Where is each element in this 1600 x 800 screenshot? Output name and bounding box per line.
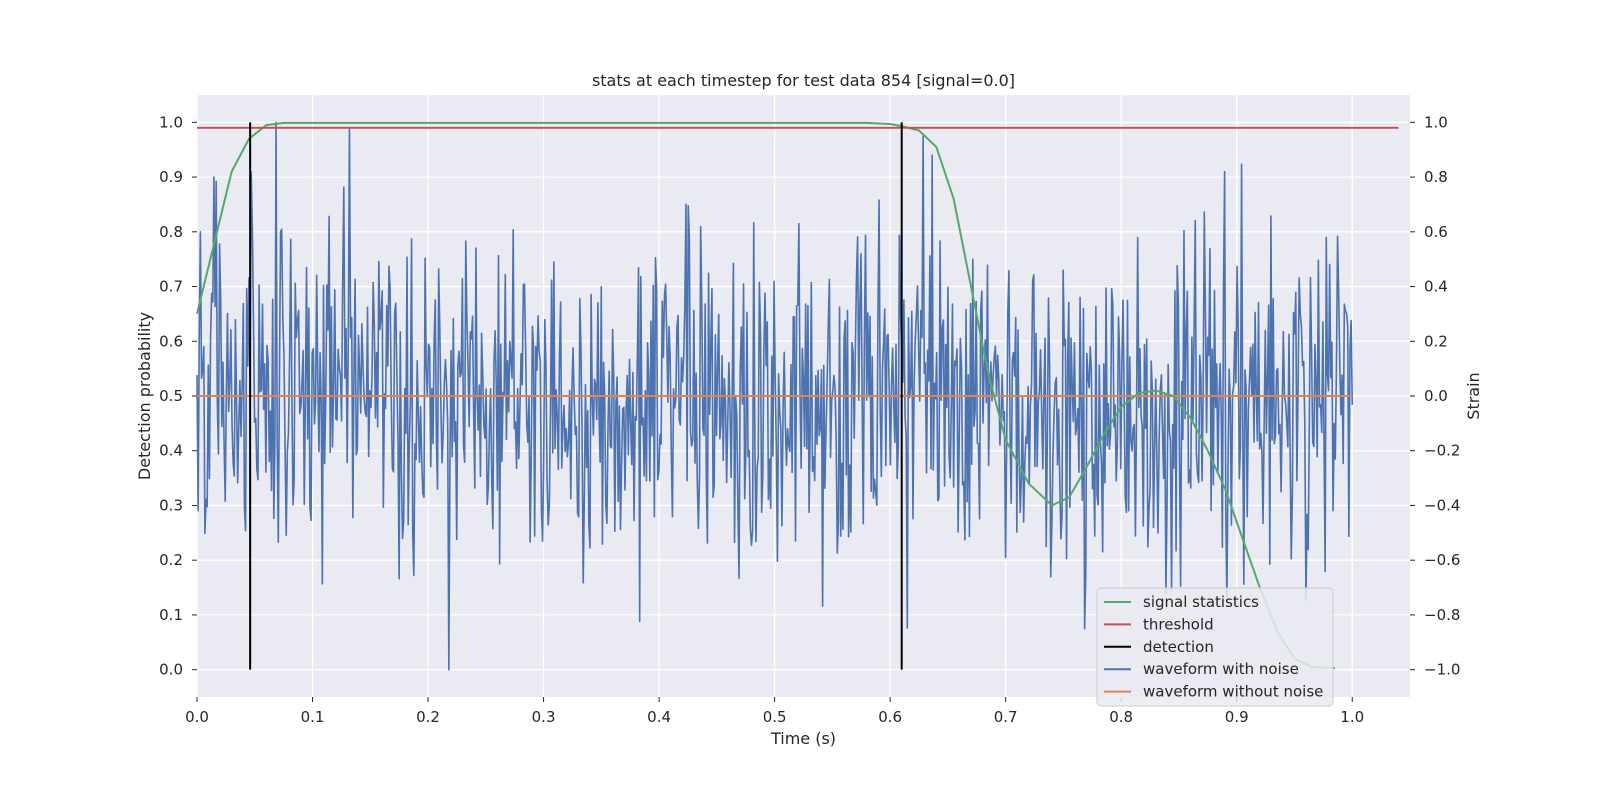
waveform-with-noise-line <box>196 121 1354 671</box>
y-right-tick-label: 0.0 <box>1424 387 1448 405</box>
y-left-tick-label: 0.0 <box>159 661 183 679</box>
y-right-tick-label: −0.6 <box>1424 551 1460 569</box>
y-right-tick-label: 0.2 <box>1424 332 1448 350</box>
legend-label: waveform with noise <box>1143 660 1299 678</box>
x-tick-label: 0.8 <box>1109 708 1133 726</box>
y-axis-right-label: Strain <box>1464 372 1483 419</box>
x-tick-label: 0.6 <box>878 708 902 726</box>
legend-box <box>1096 587 1334 707</box>
series-group <box>196 121 1399 671</box>
y-right-tick-label: −0.2 <box>1424 442 1460 460</box>
x-tick-label: 0.3 <box>532 708 556 726</box>
legend-label: threshold <box>1143 615 1214 633</box>
y-right-tick-label: 0.6 <box>1424 223 1448 241</box>
y-left-tick-label: 0.9 <box>159 168 183 186</box>
x-tick-label: 0.0 <box>185 708 209 726</box>
y-left-tick-label: 0.2 <box>159 551 183 569</box>
y-left-tick-label: 0.1 <box>159 606 183 624</box>
y-left-tick-label: 0.6 <box>159 332 183 350</box>
legend-label: waveform without noise <box>1143 683 1323 701</box>
signal-statistics-line <box>196 121 1335 669</box>
y-right-tick-label: −0.4 <box>1424 496 1460 514</box>
x-tick-label: 0.4 <box>647 708 671 726</box>
chart-title: stats at each timestep for test data 854… <box>592 71 1015 90</box>
y-right-tick-label: −1.0 <box>1424 661 1460 679</box>
y-right-tick-label: −0.8 <box>1424 606 1460 624</box>
y-right-tick-label: 1.0 <box>1424 113 1448 131</box>
y-left-tick-label: 0.8 <box>159 223 183 241</box>
x-axis-label: Time (s) <box>770 729 836 748</box>
x-tick-label: 0.2 <box>416 708 440 726</box>
legend: signal statistics threshold detection wavef… <box>1096 587 1334 707</box>
x-tick-label: 0.5 <box>763 708 787 726</box>
x-tick-label: 1.0 <box>1340 708 1364 726</box>
legend-label: signal statistics <box>1143 593 1259 611</box>
y-left-tick-label: 0.3 <box>159 496 183 514</box>
x-tick-label: 0.9 <box>1225 708 1249 726</box>
x-tick-label: 0.7 <box>994 708 1018 726</box>
axes-group: 0.0 0.1 0.2 0.3 0.4 0.5 0.6 0.7 0.8 0.9 1.0 0.0 0.1 0… <box>159 113 1460 726</box>
legend-label: detection <box>1143 638 1214 656</box>
y-right-tick-label: 0.8 <box>1424 168 1448 186</box>
y-right-tick-label: 0.4 <box>1424 278 1448 296</box>
y-left-tick-label: 0.4 <box>159 442 183 460</box>
y-left-tick-label: 0.7 <box>159 278 183 296</box>
y-left-tick-label: 1.0 <box>159 113 183 131</box>
y-axis-left-label: Detection probability <box>135 312 154 480</box>
y-left-tick-label: 0.5 <box>159 387 183 405</box>
x-tick-label: 0.1 <box>301 708 325 726</box>
